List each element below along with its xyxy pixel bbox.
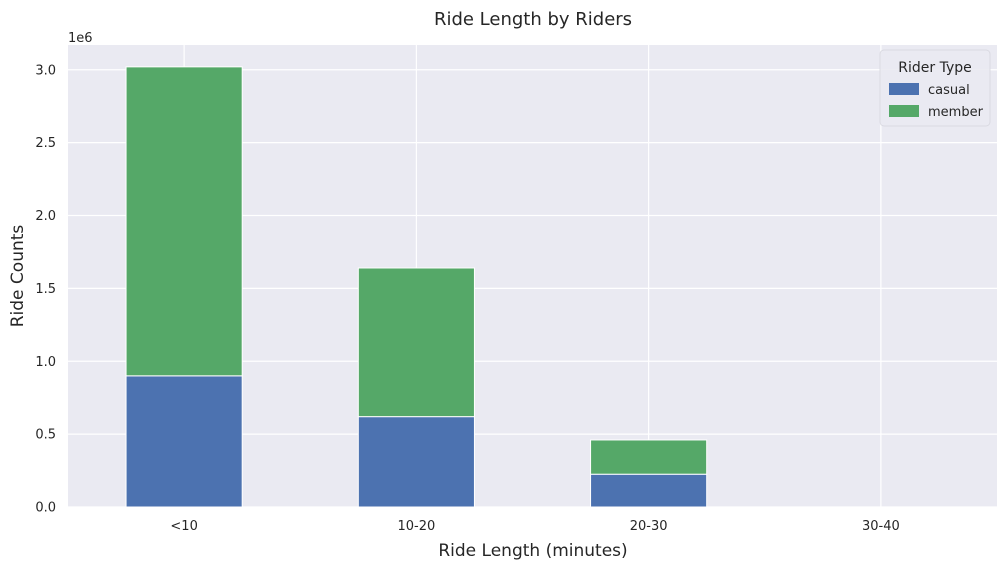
legend-swatch-member [889, 105, 919, 117]
legend: Rider Type casual member [879, 49, 991, 127]
bar-member [590, 439, 708, 475]
bars [125, 66, 708, 508]
y-tick-label: 1.0 [35, 355, 56, 370]
chart-title: Ride Length by Riders [434, 9, 632, 30]
x-tick-label: 20-30 [630, 519, 668, 534]
y-tick-label: 0.5 [35, 428, 56, 443]
legend-swatch-casual [889, 83, 919, 95]
legend-label-casual: casual [928, 83, 970, 98]
y-tick-label: 3.0 [35, 63, 56, 78]
y-tick-label: 1.5 [35, 282, 56, 297]
y-offset-label: 1e6 [68, 31, 93, 46]
x-tick-label: 30-40 [862, 519, 900, 534]
bar-casual [590, 473, 708, 508]
x-axis-label: Ride Length (minutes) [438, 541, 627, 561]
y-tick-label: 0.0 [35, 501, 56, 516]
y-tick-label: 2.5 [35, 136, 56, 151]
bar-casual [357, 416, 475, 508]
y-axis-label: Ride Counts [8, 225, 28, 328]
legend-label-member: member [928, 105, 984, 120]
y-tick-labels: 0.0 0.5 1.0 1.5 2.0 2.5 3.0 [35, 63, 56, 515]
y-tick-label: 2.0 [35, 209, 56, 224]
bar-member [125, 66, 243, 377]
bar-casual [125, 375, 243, 508]
x-tick-labels: <10 10-20 20-30 30-40 [170, 519, 899, 534]
legend-title: Rider Type [898, 60, 971, 76]
x-tick-label: <10 [170, 519, 197, 534]
x-tick-label: 10-20 [397, 519, 435, 534]
bar-member [357, 267, 475, 418]
